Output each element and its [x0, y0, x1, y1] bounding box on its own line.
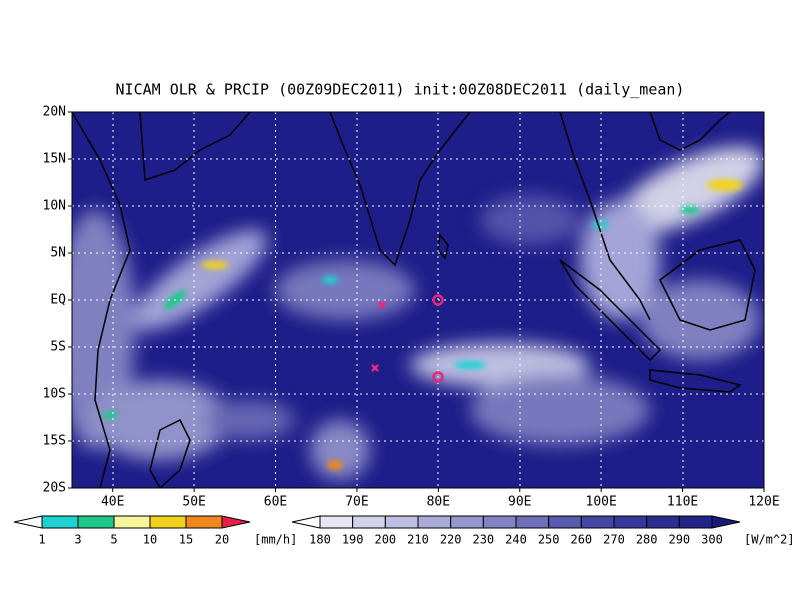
lon-label: 110E	[667, 495, 698, 510]
grid	[72, 112, 764, 488]
lon-label: 100E	[586, 495, 617, 510]
colorbar-label: 5	[110, 533, 117, 547]
colorbar-unit: [mm/h]	[254, 533, 297, 547]
colorbar-swatch	[515, 515, 550, 529]
markers	[371, 294, 444, 383]
colorbar-label: 10	[143, 533, 157, 547]
colorbar-swatch	[13, 515, 43, 529]
lat-label: 5N	[50, 246, 66, 261]
colorbar-label: 180	[309, 533, 331, 547]
colorbar-label: 15	[179, 533, 193, 547]
colorbar-label: 210	[407, 533, 429, 547]
axis-labels: 20N 15N 10N 5N EQ 5S 10S 15S 20S 40E 50E 60E 70E 80E 9…	[43, 105, 780, 510]
colorbar-label: 3	[74, 533, 81, 547]
colorbar-swatch	[613, 515, 648, 529]
lon-label: 80E	[427, 495, 450, 510]
colorbar-swatch	[41, 515, 79, 529]
lat-label: 20S	[43, 481, 66, 496]
colorbar-label: 220	[440, 533, 462, 547]
colorbar-label: 280	[636, 533, 658, 547]
colorbar-swatch	[384, 515, 419, 529]
colorbars: 1 3 5 10 15 20 [mm/h] 180 190 200 210 220 230 240 250 2…	[13, 515, 795, 547]
lon-label: 60E	[264, 495, 287, 510]
colorbar-swatch	[646, 515, 680, 529]
lon-label: 90E	[508, 495, 531, 510]
colorbar-swatch	[319, 515, 354, 529]
lon-label: 50E	[182, 495, 205, 510]
map-title: NICAM OLR & PRCIP (00Z09DEC2011) init:00…	[116, 81, 685, 99]
colorbar-label: 300	[701, 533, 723, 547]
colorbar-swatch	[113, 515, 151, 529]
colorbar-swatch	[221, 515, 251, 529]
lat-label: 5S	[50, 340, 66, 355]
lat-label: EQ	[50, 293, 66, 308]
colorbar-swatch	[450, 515, 484, 529]
colorbar-swatch	[482, 515, 517, 529]
lat-label: 10S	[43, 387, 66, 402]
colorbar-swatch	[580, 515, 615, 529]
colorbar-label: 200	[374, 533, 396, 547]
colorbar-label: 1	[38, 533, 45, 547]
lat-label: 15N	[43, 152, 66, 167]
colorbar-swatch	[77, 515, 115, 529]
colorbar-label: 290	[668, 533, 690, 547]
colorbar-swatch	[291, 515, 321, 529]
colorbar-swatch	[711, 515, 741, 529]
colorbar-swatch	[149, 515, 187, 529]
colorbar-swatch	[548, 515, 582, 529]
colorbar-label: 250	[538, 533, 560, 547]
colorbar-label: 190	[342, 533, 364, 547]
lat-label: 20N	[43, 105, 66, 120]
lat-label: 10N	[43, 199, 66, 214]
colorbar-label: 270	[603, 533, 625, 547]
lon-label: 120E	[748, 495, 779, 510]
lat-label: 15S	[43, 434, 66, 449]
colorbar-swatch	[678, 515, 713, 529]
colorbar-label: 230	[472, 533, 494, 547]
colorbar-label: 20	[215, 533, 229, 547]
lon-label: 40E	[101, 495, 124, 510]
colorbar-swatch	[185, 515, 223, 529]
colorbar-swatch	[352, 515, 386, 529]
colorbar-swatch	[417, 515, 452, 529]
map-field	[72, 112, 764, 488]
colorbar-unit: [W/m^2]	[744, 533, 795, 547]
colorbar-label: 240	[505, 533, 527, 547]
lon-label: 70E	[345, 495, 368, 510]
colorbar-label: 260	[570, 533, 592, 547]
